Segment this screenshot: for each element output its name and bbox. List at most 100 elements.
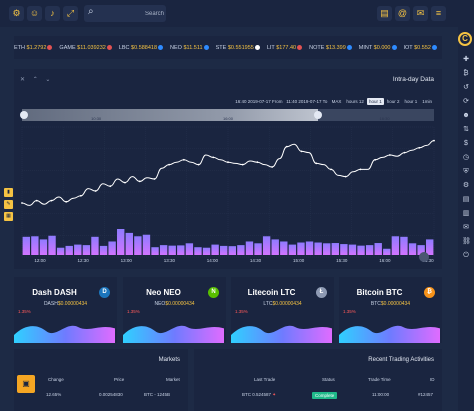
activities-header-last-trade[interactable]: Last Trade xyxy=(254,377,276,382)
volume-bar xyxy=(426,239,434,255)
coin-card[interactable]: Litecoin LTC Ł LTC$0.00000434 1.35% xyxy=(231,277,334,343)
sidebar-arrows-icon[interactable]: ⇅ xyxy=(463,126,469,133)
range-button[interactable]: MAX xyxy=(331,99,342,104)
range-button[interactable]: 1min xyxy=(422,99,432,104)
volume-bar xyxy=(400,236,408,255)
range-button[interactable]: hour 1 xyxy=(404,99,418,104)
sidebar-power-icon[interactable]: ⏻ xyxy=(463,252,469,259)
navigator-track xyxy=(22,109,434,121)
card-title: Bitcoin BTC xyxy=(356,288,403,297)
volume-bar xyxy=(305,241,314,255)
markets-header-change[interactable]: Change xyxy=(48,377,64,382)
sidebar-clock-icon[interactable]: ◷ xyxy=(462,154,470,161)
range-button[interactable]: hour 1 xyxy=(366,98,384,105)
date-from[interactable]: 16:40 2019-07-17 xyxy=(235,99,271,104)
price-point xyxy=(35,199,38,202)
price-point xyxy=(227,161,229,164)
volume-bar xyxy=(65,245,73,255)
ticker-value: $0.552 xyxy=(414,45,431,51)
volume-bar xyxy=(408,243,417,255)
range-button[interactable]: hour 2 xyxy=(386,99,400,104)
chat-icon[interactable]: ✉ xyxy=(413,6,428,21)
ticker-item[interactable]: STE $0.551955 xyxy=(216,45,261,51)
range-button[interactable]: hours 12 xyxy=(346,99,364,104)
price-point xyxy=(418,146,421,149)
chat-fab-icon[interactable]: ▣ xyxy=(17,375,35,393)
volume-bar xyxy=(357,245,365,255)
sidebar-shield-icon[interactable]: ⛨ xyxy=(463,168,469,175)
ticker-dot-icon xyxy=(106,45,112,51)
card-title: Neo NEO xyxy=(146,288,181,297)
price-point xyxy=(315,162,318,165)
at-icon[interactable]: @ xyxy=(395,6,410,21)
price-line xyxy=(21,140,435,206)
sidebar-settings-icon[interactable]: ⚙ xyxy=(462,182,470,189)
ticker-dot-icon xyxy=(254,45,260,51)
panel-controls[interactable]: ✕ ⌃ ⌄ xyxy=(20,77,54,83)
price-point xyxy=(109,185,112,188)
ticker-dot-icon xyxy=(391,45,397,51)
ticker-item[interactable]: NOTE $13.399 xyxy=(309,45,353,51)
x-axis-label: 13:00 xyxy=(121,258,133,263)
activities-panel: Recent Trading Activities Last Trade Sta… xyxy=(194,349,442,411)
ticker-item[interactable]: MINT $0.000 xyxy=(359,45,398,51)
ticker-item[interactable]: ETH $1.2792 xyxy=(14,45,53,51)
price-point xyxy=(403,151,406,154)
activities-header-trade-time[interactable]: Trade Time xyxy=(368,377,391,382)
activities-row-id: #12457 xyxy=(418,392,434,397)
x-axis-label: 12:00 xyxy=(34,258,46,263)
card-wave xyxy=(123,325,224,343)
navigator-label: 16:30 xyxy=(380,116,391,121)
sidebar-refresh-icon[interactable]: ⟳ xyxy=(463,98,469,105)
ticker-item[interactable]: LIT $177.40 xyxy=(267,45,303,51)
sidebar-link-icon[interactable]: ⛓ xyxy=(462,238,471,245)
card-title: Dash DASH xyxy=(32,288,77,297)
sidebar-history-icon[interactable]: ↺ xyxy=(463,84,469,91)
volume-bar xyxy=(202,247,211,255)
right-sidebar: C ✚ ₿ ↺ ⟳ ☻ ⇅ $ ◷ ⛨ ⚙ ▤ ▥ ✉ ⛓ ⏻ xyxy=(458,27,474,411)
price-point xyxy=(300,150,303,153)
volume-bar xyxy=(297,242,305,255)
price-point xyxy=(344,175,347,178)
markets-header-market[interactable]: Market xyxy=(166,377,180,382)
ticker-item[interactable]: LBC $0.588418 xyxy=(119,45,164,51)
sidebar-users-icon[interactable]: ☻ xyxy=(462,112,470,119)
volume-bar xyxy=(82,245,91,255)
settings-icon[interactable]: ⚙ xyxy=(9,6,24,21)
search-input[interactable] xyxy=(100,7,164,20)
volume-bar xyxy=(417,245,425,255)
bell-icon[interactable]: ♪ xyxy=(45,6,60,21)
coin-card[interactable]: Bitcoin BTC ₿ BTC$0.00000434 1.35% xyxy=(339,277,442,343)
toggle-grid-icon[interactable]: ▦ xyxy=(4,212,13,221)
card-title: Litecoin LTC xyxy=(247,288,296,297)
coin-card[interactable]: Neo NEO N NEO$0.00000434 1.35% xyxy=(123,277,226,343)
sidebar-book-icon[interactable]: ▥ xyxy=(462,210,470,217)
ticker-item[interactable]: IOT $0.552 xyxy=(404,45,438,51)
price-point xyxy=(182,158,185,161)
user-icon[interactable]: ☺ xyxy=(27,6,42,21)
navigator-label: 10:30 xyxy=(91,116,102,121)
last-trade-value: BTC 0.524587 xyxy=(242,392,272,397)
toggle-edit-icon[interactable]: ✎ xyxy=(4,200,13,209)
activities-row-last-trade: BTC 0.524587 ✦ xyxy=(242,392,276,398)
sidebar-dollar-icon[interactable]: $ xyxy=(464,140,468,147)
intraday-panel: ✕ ⌃ ⌄ Intra-day Data 16:40 2019-07-17 Fr… xyxy=(14,69,442,269)
date-to[interactable]: 11:40 2019-07-17 xyxy=(286,99,322,104)
app-logo-icon[interactable]: C xyxy=(458,32,472,46)
clipboard-icon[interactable]: ▤ xyxy=(377,6,392,21)
activities-header-status[interactable]: Status xyxy=(322,377,335,382)
sidebar-plus-icon[interactable]: ✚ xyxy=(463,56,469,63)
sidebar-mail-icon[interactable]: ✉ xyxy=(463,224,469,231)
price-point xyxy=(124,181,126,184)
markets-row-market: BTC - 1245B xyxy=(144,392,171,397)
ticker-item[interactable]: GAME $11.039232 xyxy=(59,45,112,51)
sidebar-bitcoin-icon[interactable]: ₿ xyxy=(463,70,469,77)
ticker-item[interactable]: NEO $11.511 xyxy=(170,45,210,51)
coin-card[interactable]: Dash DASH D DASH$0.00000434 1.35% xyxy=(14,277,117,343)
menu-icon[interactable]: ≡ xyxy=(431,6,446,21)
sidebar-document-icon[interactable]: ▤ xyxy=(462,196,470,203)
toggle-chart-icon[interactable]: ▮ xyxy=(4,188,13,197)
fullscreen-icon[interactable]: ⤢ xyxy=(63,6,78,21)
markets-header-price[interactable]: Price xyxy=(114,377,125,382)
activities-header-id[interactable]: ID xyxy=(430,377,435,382)
